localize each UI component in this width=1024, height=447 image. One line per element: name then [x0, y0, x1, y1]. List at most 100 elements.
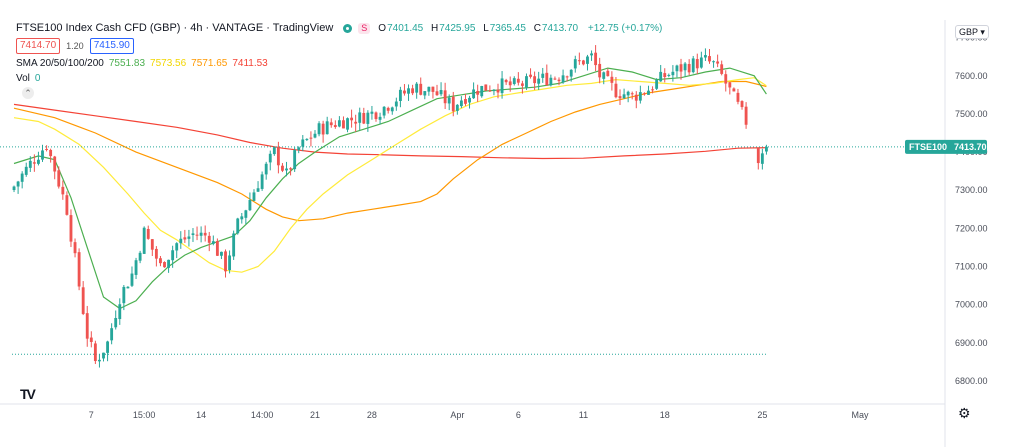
candle-body: [732, 88, 736, 92]
candle-body: [451, 96, 455, 112]
candle-body: [244, 210, 248, 218]
candle-body: [333, 125, 337, 127]
candle-body: [150, 239, 154, 250]
sma200-value: 7411.53: [232, 58, 268, 69]
candle-body: [49, 149, 53, 157]
sell-button[interactable]: 7414.70: [16, 38, 61, 54]
candle-body: [32, 162, 36, 164]
candle-body: [305, 138, 309, 140]
candle-body: [760, 153, 764, 164]
candle-body: [659, 71, 663, 82]
time-tick-label: 6: [516, 410, 521, 420]
sma50-value: 7573.56: [150, 58, 187, 69]
candle-body: [394, 101, 398, 107]
candle-body: [98, 359, 101, 362]
candle-body: [651, 89, 654, 91]
candle-body: [378, 116, 382, 120]
price-tick-label: 7200.00: [955, 223, 988, 233]
candle-body: [45, 148, 48, 150]
candle-body: [224, 251, 227, 272]
currency-label: GBP: [959, 27, 978, 37]
candle-body: [24, 166, 28, 175]
candle-body: [553, 78, 557, 80]
chevron-down-icon: ▾: [980, 27, 985, 37]
candle-body: [187, 236, 191, 239]
candle-body: [407, 88, 410, 94]
vol-legend-row[interactable]: Vol 0: [16, 73, 662, 84]
buy-button[interactable]: 7415.90: [89, 38, 134, 54]
candle-body: [61, 186, 65, 195]
sma-label: SMA 20/50/100/200: [16, 58, 104, 69]
ohlc-low-label: L: [483, 22, 489, 34]
candle-body: [541, 73, 545, 78]
candle-body: [248, 200, 252, 211]
session-badge[interactable]: S: [358, 22, 371, 34]
candle-body: [220, 251, 223, 256]
candle-body: [77, 252, 81, 287]
sma-legend-row[interactable]: SMA 20/50/100/200 7551.83 7573.56 7571.6…: [16, 58, 662, 69]
candle-body: [191, 233, 195, 235]
candle-body: [508, 81, 512, 86]
candle-body: [765, 146, 768, 152]
candle-body: [756, 148, 760, 164]
time-tick-label: 15:00: [133, 410, 156, 420]
legend-toggle-row: ⌃: [16, 87, 662, 99]
candle-body: [53, 156, 57, 172]
candle-body: [199, 232, 203, 236]
candle-body: [671, 71, 675, 76]
candle-body: [728, 82, 732, 88]
candle-body: [573, 59, 577, 69]
candle-body: [289, 168, 293, 170]
candle-body: [264, 163, 268, 175]
candle-body: [374, 112, 378, 120]
candle-body: [65, 195, 69, 215]
candle-body: [496, 89, 500, 93]
currency-button[interactable]: GBP ▾: [955, 25, 989, 39]
candle-body: [106, 341, 109, 353]
candle-body: [301, 139, 305, 147]
candle-body: [240, 216, 244, 220]
eye-icon[interactable]: ⌃: [22, 87, 34, 99]
candle-body: [423, 91, 427, 96]
candle-body: [740, 101, 744, 108]
candle-body: [358, 112, 362, 123]
candle-body: [586, 56, 589, 64]
candle-body: [606, 70, 610, 77]
candle-body: [447, 97, 451, 104]
tradingview-logo-icon[interactable]: TV: [20, 386, 36, 402]
time-axis[interactable]: 7 15:00 14 14:00 21 28 Apr 6 11 18 25 May: [0, 403, 945, 420]
symbol-title[interactable]: FTSE100 Index Cash CFD (GBP) · 4h · VANT…: [16, 22, 334, 34]
sma-lines: [13, 67, 767, 310]
vol-label: Vol: [16, 73, 30, 84]
candle-body: [110, 328, 114, 341]
candle-body: [354, 121, 358, 124]
candle-body: [492, 89, 496, 92]
candle-body: [443, 90, 447, 104]
candle-body: [126, 286, 130, 289]
gear-icon[interactable]: ⚙: [958, 405, 971, 421]
candle-body: [415, 83, 419, 93]
chart-legend: FTSE100 Index Cash CFD (GBP) · 4h · VANT…: [16, 22, 662, 99]
candle-body: [610, 76, 614, 83]
time-tick-label: 14: [196, 410, 206, 420]
candles: [12, 45, 768, 368]
candle-body: [480, 86, 484, 97]
time-tick-label: 7: [89, 410, 94, 420]
candle-body: [545, 72, 549, 86]
ohlc-open: 7401.45: [387, 22, 424, 34]
price-tick-label: 6800.00: [955, 376, 988, 386]
price-axis[interactable]: 6800.00 6900.00 7000.00 7100.00 7200.00 7300.…: [944, 20, 988, 447]
candle-body: [435, 91, 439, 96]
candle-body: [630, 93, 634, 95]
candle-body: [183, 237, 187, 240]
candle-body: [398, 89, 402, 101]
candle-body: [533, 76, 537, 84]
candle-body: [459, 100, 463, 107]
candle-body: [134, 260, 138, 275]
candle-body: [618, 96, 622, 99]
candle-body: [691, 58, 695, 73]
time-tick-label: 21: [310, 410, 320, 420]
candle-body: [313, 133, 317, 138]
candle-body: [366, 112, 370, 124]
